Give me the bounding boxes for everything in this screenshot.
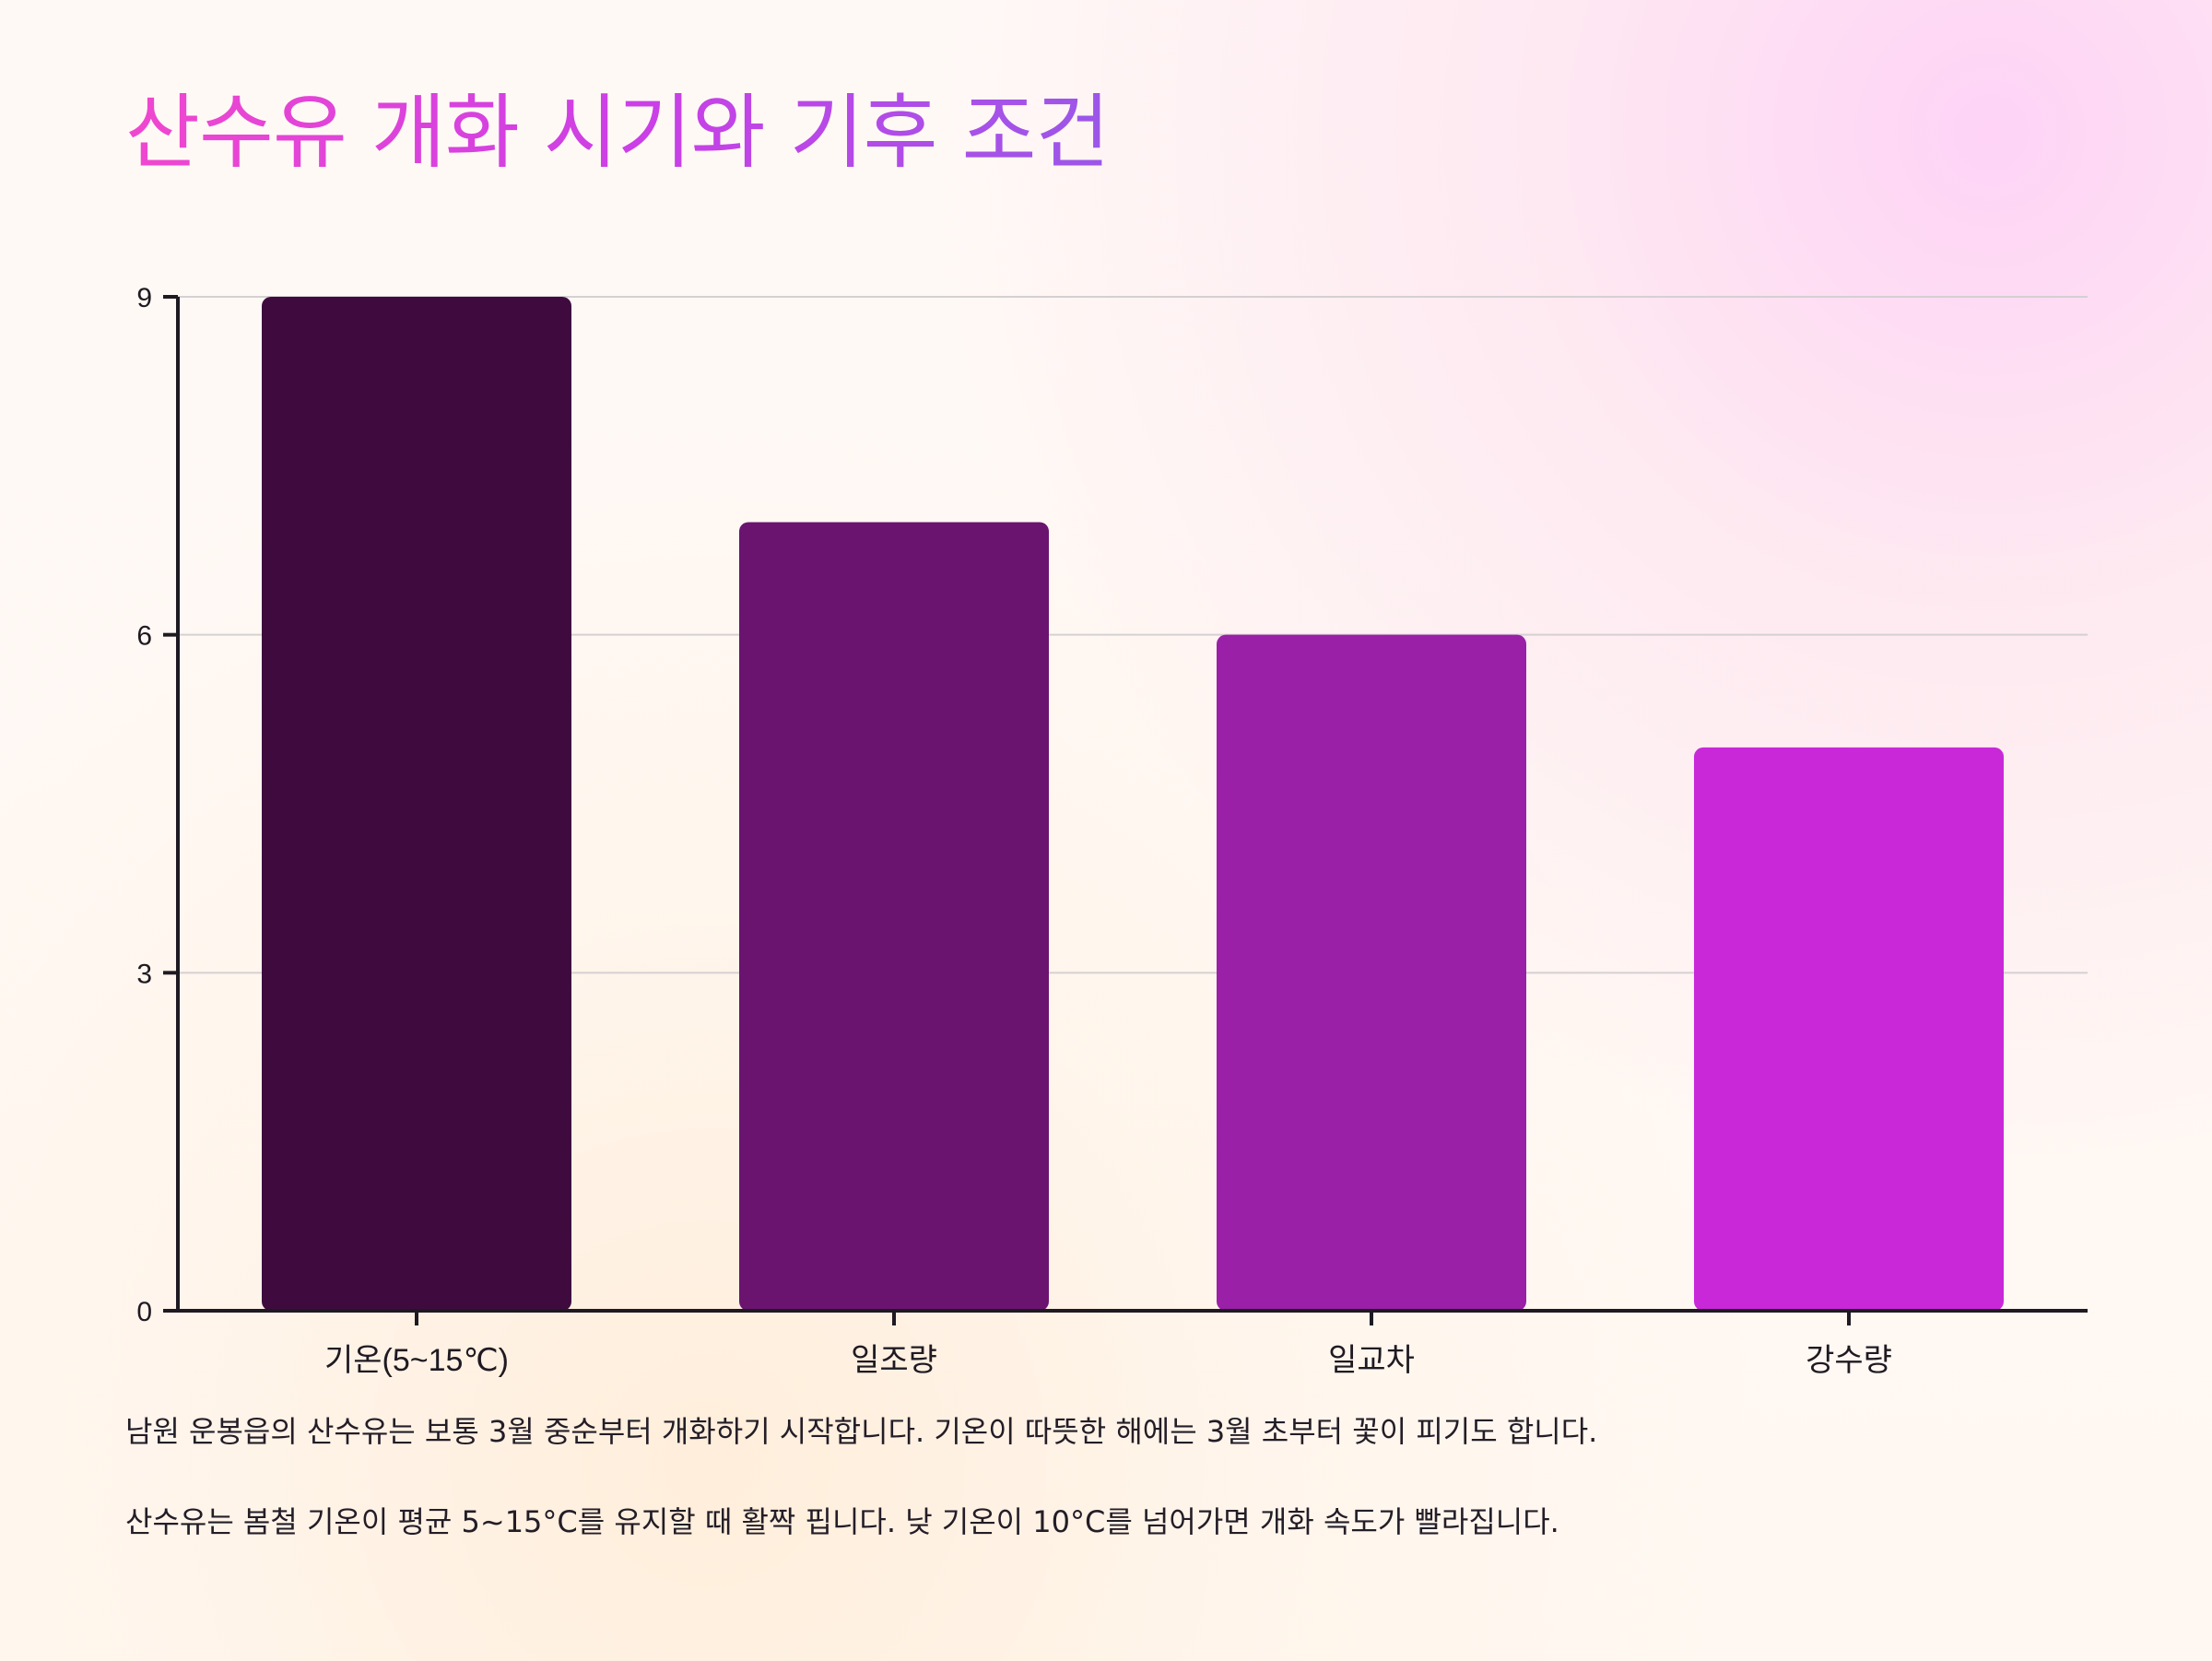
bar-4: [1694, 747, 2004, 1311]
y-tick-label-3: 9: [136, 283, 152, 313]
x-ticks: 기온(5~15℃) 일조량 일교차 강수량: [324, 1311, 1892, 1378]
page-title: 산수유 개화 시기와 기후 조건: [125, 85, 1110, 180]
bar-2: [739, 522, 1049, 1311]
y-tick-label-1: 3: [136, 959, 152, 989]
x-tick-label-2: 일교차: [1328, 1343, 1415, 1378]
note-2: 산수유는 봄철 기온이 평균 5~15°C를 유지할 때 활짝 핍니다. 낮 기…: [125, 1504, 1559, 1540]
x-tick-label-1: 일조량: [851, 1343, 937, 1378]
axes: [176, 297, 2088, 1313]
note-1: 남원 운봉읍의 산수유는 보통 3월 중순부터 개화하기 시작합니다. 기온이 …: [125, 1414, 1598, 1449]
y-tick-label-2: 6: [136, 621, 152, 652]
bar-1: [262, 297, 571, 1311]
x-tick-label-3: 강수량: [1806, 1343, 1892, 1378]
y-tick-label-0: 0: [136, 1297, 152, 1327]
bar-3: [1217, 634, 1526, 1311]
x-tick-label-0: 기온(5~15℃): [324, 1343, 509, 1378]
chart-notes: 남원 운봉읍의 산수유는 보통 3월 중순부터 개화하기 시작합니다. 기온이 …: [125, 1412, 2116, 1542]
bars: [262, 297, 2004, 1311]
y-ticks: 0 3 6 9: [136, 283, 178, 1327]
